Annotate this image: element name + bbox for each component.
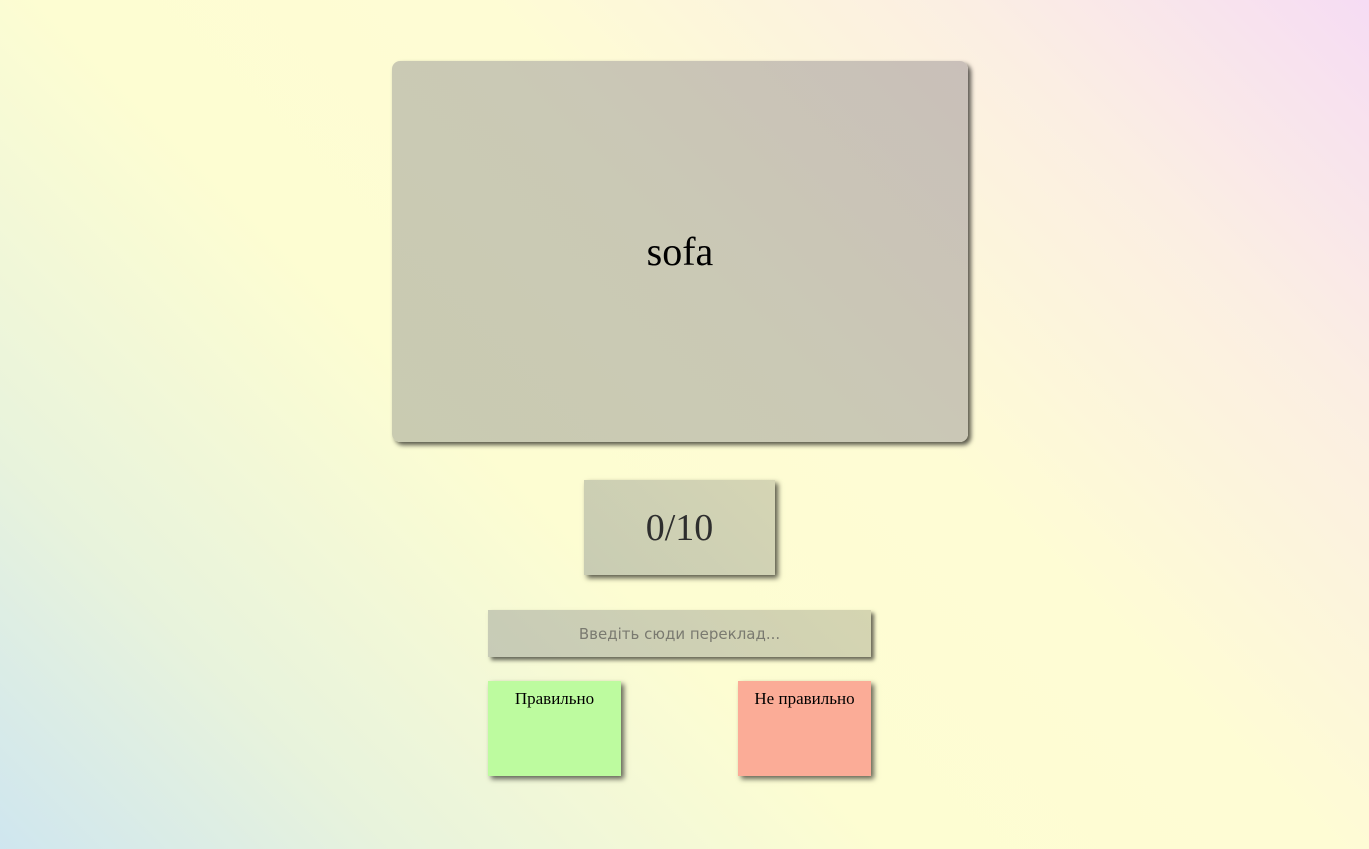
correct-button-label: Правильно bbox=[514, 689, 595, 708]
wrong-button-label: Не правильно bbox=[754, 689, 855, 708]
flashcard-word: sofa bbox=[646, 228, 714, 274]
wrong-button[interactable]: Не правильно bbox=[738, 681, 871, 776]
correct-button[interactable]: Правильно bbox=[488, 681, 621, 776]
score-counter-text: 0/10 bbox=[645, 506, 714, 549]
translation-input[interactable] bbox=[488, 610, 871, 657]
score-counter: 0/10 bbox=[584, 480, 775, 575]
flashcard[interactable]: sofa bbox=[392, 61, 968, 442]
